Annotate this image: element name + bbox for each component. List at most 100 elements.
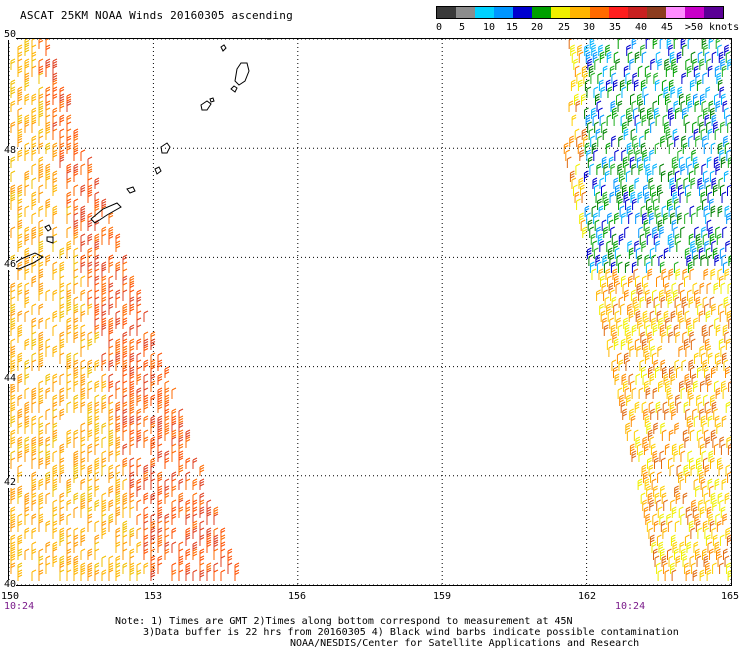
wind-barb — [635, 436, 641, 448]
wind-barb — [150, 464, 156, 476]
wind-barb — [66, 93, 72, 105]
wind-barb — [171, 443, 177, 455]
wind-barb — [122, 492, 128, 504]
wind-barb — [632, 198, 637, 210]
wind-barb — [640, 79, 646, 91]
wind-barb — [94, 443, 100, 455]
wind-barb — [45, 163, 51, 175]
wind-barb — [636, 156, 642, 168]
wind-barb — [73, 464, 79, 476]
wind-barb — [38, 303, 44, 315]
wind-barb — [620, 303, 625, 315]
wind-barb — [73, 184, 79, 196]
wind-barb — [613, 240, 619, 252]
wind-barb — [87, 443, 93, 455]
wind-barb — [711, 240, 717, 252]
wind-barb — [206, 562, 212, 574]
wind-barb — [694, 226, 699, 238]
wind-barb — [697, 177, 703, 189]
wind-barb — [66, 324, 72, 336]
wind-barb — [635, 149, 641, 161]
wind-barb — [649, 499, 654, 511]
wind-barb — [66, 366, 72, 378]
wind-barb — [45, 65, 51, 77]
wind-barb — [669, 401, 675, 413]
wind-barb — [728, 255, 731, 266]
wind-barb — [680, 163, 686, 175]
wind-barb — [666, 513, 672, 525]
wind-barb — [213, 534, 219, 546]
wind-barb — [617, 163, 623, 175]
wind-barb — [122, 415, 128, 427]
wind-barb — [723, 548, 728, 560]
wind-barb — [680, 387, 686, 399]
wind-barb — [66, 562, 72, 574]
wind-barb — [17, 492, 23, 504]
wind-barb — [722, 324, 728, 336]
wind-barb — [652, 163, 658, 175]
wind-barb — [18, 339, 22, 350]
wind-barb — [122, 317, 128, 329]
wind-barb — [24, 93, 30, 105]
wind-barb — [675, 492, 681, 504]
wind-barb — [25, 346, 29, 357]
wind-barb — [178, 415, 184, 427]
wind-barb — [608, 156, 614, 168]
wind-barb — [45, 338, 51, 350]
wind-barb — [697, 527, 703, 539]
wind-barb — [691, 499, 696, 511]
wind-barb — [38, 226, 44, 238]
wind-barb — [614, 212, 619, 224]
wind-barb — [642, 212, 647, 224]
wind-barb — [648, 366, 653, 378]
wind-barb — [59, 128, 65, 140]
wind-barb — [683, 303, 688, 315]
wind-barb — [702, 198, 707, 210]
wind-barb — [676, 303, 681, 315]
wind-barb — [656, 499, 661, 511]
wind-barb — [17, 359, 23, 371]
wind-barb — [94, 436, 100, 448]
wind-barb — [596, 100, 602, 112]
wind-barb — [213, 548, 219, 560]
wind-barb — [101, 317, 107, 329]
wind-barb — [690, 177, 696, 189]
wind-barb — [713, 282, 719, 294]
wind-barb — [38, 170, 44, 182]
wind-barb — [674, 170, 680, 182]
wind-barb — [653, 198, 658, 210]
wind-barb — [574, 191, 580, 203]
note-line: NOAA/NESDIS/Center for Satellite Applica… — [290, 638, 640, 649]
wind-barb — [31, 51, 37, 63]
wind-barb — [94, 177, 100, 189]
wind-barb — [38, 268, 44, 280]
wind-barb — [635, 373, 641, 385]
island-outline — [230, 85, 238, 93]
wind-barb — [31, 338, 37, 350]
wind-barb — [45, 422, 51, 434]
wind-barb — [671, 569, 677, 581]
wind-barb — [603, 226, 608, 238]
wind-barb — [608, 282, 614, 294]
wind-barb — [171, 541, 177, 553]
wind-barb — [31, 198, 37, 210]
wind-barb — [671, 506, 677, 518]
wind-barb — [721, 415, 727, 427]
wind-barb — [213, 513, 219, 525]
wind-barb — [59, 373, 65, 385]
wind-barb — [700, 93, 705, 105]
wind-barb — [80, 184, 86, 196]
wind-barb — [150, 436, 156, 448]
wind-barb — [45, 387, 51, 399]
wind-barb — [17, 184, 23, 196]
wind-barb — [639, 359, 645, 371]
wind-barb — [31, 387, 37, 399]
wind-barb — [709, 548, 714, 560]
wind-barb — [641, 366, 646, 378]
wind-barb — [697, 464, 703, 476]
wind-barb — [667, 296, 673, 308]
wind-barb — [157, 373, 163, 385]
wind-barb — [87, 450, 93, 462]
wind-barb — [726, 436, 731, 448]
wind-barb — [622, 121, 627, 133]
